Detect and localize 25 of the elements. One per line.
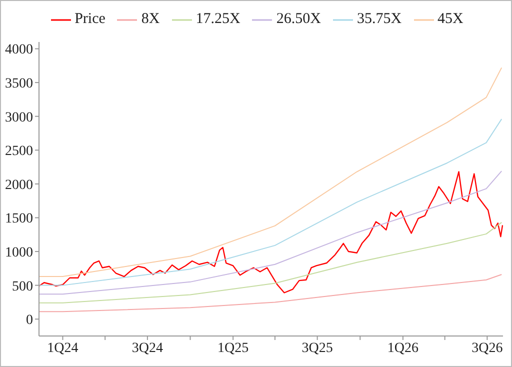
legend-label: 35.75X <box>356 11 402 28</box>
y-tick-label: 3000 <box>5 110 33 126</box>
y-tick-label: 3500 <box>5 76 33 92</box>
x-tick-label: 3Q25 <box>302 340 333 356</box>
line-series <box>39 67 502 278</box>
x-tick-label: 1Q24 <box>47 340 78 356</box>
y-tick-label: 0 <box>26 313 33 328</box>
legend-label: Price <box>74 11 106 28</box>
line-series <box>39 222 502 304</box>
y-tick-label: 2500 <box>5 144 33 160</box>
legend-label: 8X <box>141 11 160 28</box>
y-tick-label: 4000 <box>5 42 33 58</box>
y-tick-label: 1500 <box>5 212 33 227</box>
legend-label: 17.25X <box>196 11 240 28</box>
x-tick-label: 1Q25 <box>218 340 249 356</box>
line-series <box>39 118 502 286</box>
y-tick-label: 2000 <box>5 178 33 193</box>
legend-label: 26.50X <box>276 11 321 28</box>
x-tick-label: 3Q26 <box>472 340 503 356</box>
y-tick-label: 1000 <box>5 245 33 260</box>
x-tick-label: 1Q26 <box>387 340 418 356</box>
legend-label: 45X <box>438 11 464 28</box>
x-tick-label: 3Q24 <box>132 340 163 356</box>
line-series <box>39 274 502 312</box>
y-tick-label: 500 <box>12 279 33 294</box>
